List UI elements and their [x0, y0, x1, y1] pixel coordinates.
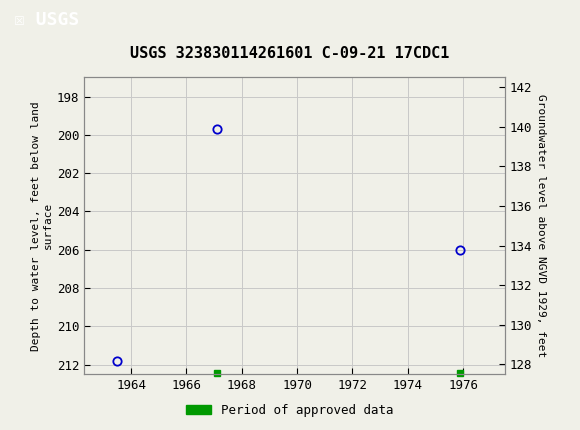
Y-axis label: Groundwater level above NGVD 1929, feet: Groundwater level above NGVD 1929, feet [536, 94, 546, 357]
Text: USGS 323830114261601 C-09-21 17CDC1: USGS 323830114261601 C-09-21 17CDC1 [130, 46, 450, 61]
Legend: Period of approved data: Period of approved data [181, 399, 399, 421]
Text: ☒ USGS: ☒ USGS [14, 12, 80, 29]
Y-axis label: Depth to water level, feet below land
surface: Depth to water level, feet below land su… [31, 101, 53, 350]
